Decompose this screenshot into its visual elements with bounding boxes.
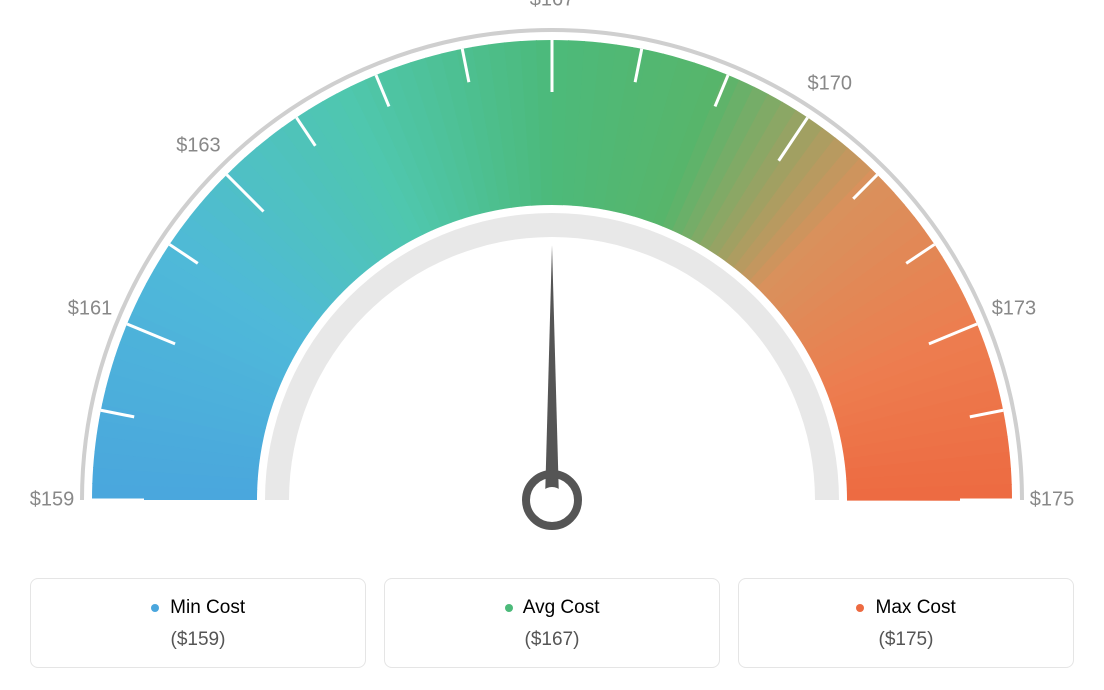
gauge-tick-label: $173: [992, 297, 1037, 320]
legend-dot-min: [151, 604, 159, 612]
gauge-tick-label: $163: [176, 135, 221, 158]
legend-title-text-avg: Avg Cost: [523, 597, 600, 618]
legend-title-avg: Avg Cost: [395, 597, 709, 619]
gauge-tick-label: $175: [1030, 489, 1075, 512]
legend-card-min: Min Cost ($159): [30, 578, 366, 668]
legend-value-min: ($159): [41, 629, 355, 651]
legend-row: Min Cost ($159) Avg Cost ($167) Max Cost…: [30, 578, 1074, 668]
gauge-svg: [0, 0, 1104, 560]
gauge-tick-label: $161: [68, 297, 113, 320]
legend-dot-max: [856, 604, 864, 612]
legend-value-max: ($175): [749, 629, 1063, 651]
legend-title-min: Min Cost: [41, 597, 355, 619]
legend-title-max: Max Cost: [749, 597, 1063, 619]
gauge-area: $159 $161 $163 $167 $170 $173 $175: [0, 0, 1104, 560]
legend-title-text-min: Min Cost: [170, 597, 245, 618]
legend-value-avg: ($167): [395, 629, 709, 651]
gauge-tick-label: $167: [530, 0, 575, 12]
gauge-tick-label: $159: [30, 489, 75, 512]
gauge-tick-label: $170: [808, 73, 853, 96]
legend-title-text-max: Max Cost: [876, 597, 956, 618]
legend-dot-avg: [505, 604, 513, 612]
cost-gauge-widget: $159 $161 $163 $167 $170 $173 $175 Min Cost ($…: [0, 0, 1104, 690]
legend-card-avg: Avg Cost ($167): [384, 578, 720, 668]
legend-card-max: Max Cost ($175): [738, 578, 1074, 668]
